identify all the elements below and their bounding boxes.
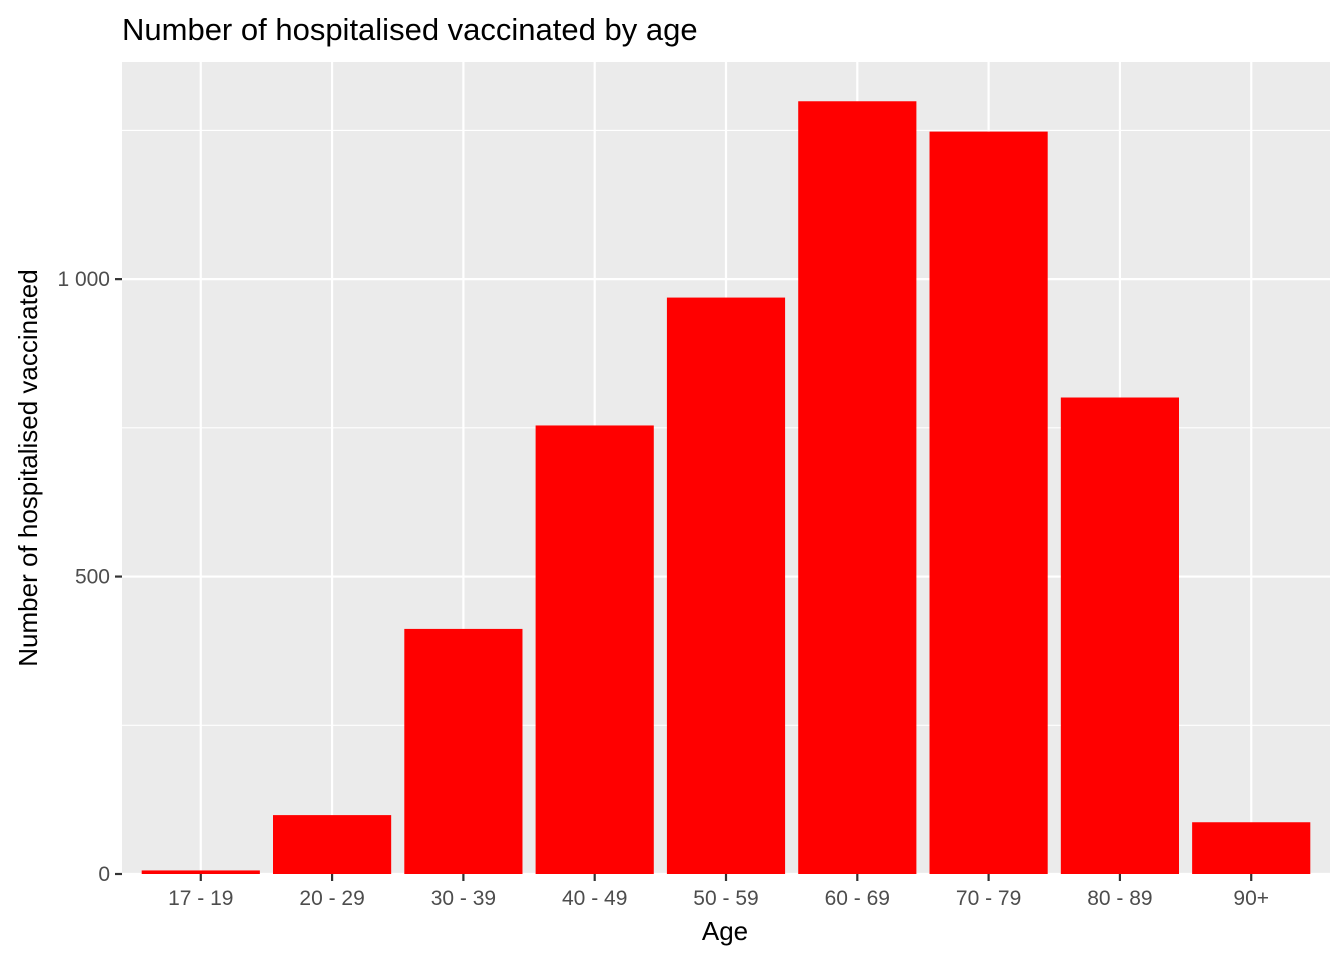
x-tick-label: 40 - 49 (562, 887, 627, 910)
y-axis: 0 500 1 000 (57, 268, 122, 886)
bar (798, 101, 917, 874)
bar (535, 425, 654, 874)
x-axis-title: Age (702, 916, 748, 946)
x-axis: 17 - 19 20 - 29 30 - 39 40 - 49 50 - 59 60 - … (168, 874, 1269, 910)
bar (666, 297, 786, 875)
bar (1192, 822, 1311, 874)
x-tick-label: 20 - 29 (299, 887, 364, 910)
x-tick-label: 70 - 79 (956, 887, 1021, 910)
x-tick-label: 17 - 19 (168, 887, 233, 910)
bar (1060, 397, 1179, 874)
bars (141, 101, 1311, 875)
y-tick-label: 500 (75, 566, 110, 589)
x-tick-label: 50 - 59 (693, 887, 758, 910)
x-tick-label: 60 - 69 (825, 887, 890, 910)
bar (273, 815, 392, 874)
x-tick-label: 30 - 39 (431, 887, 496, 910)
y-tick-label: 1 000 (57, 268, 110, 291)
bar (929, 131, 1048, 875)
bar (404, 628, 523, 874)
y-axis-title: Number of hospitalised vaccinated (13, 269, 43, 666)
bar (141, 870, 260, 874)
chart-title: Number of hospitalised vaccinated by age (122, 12, 698, 47)
y-tick-label: 0 (98, 863, 110, 886)
x-tick-label: 90+ (1233, 887, 1269, 910)
x-tick-label: 80 - 89 (1087, 887, 1152, 910)
